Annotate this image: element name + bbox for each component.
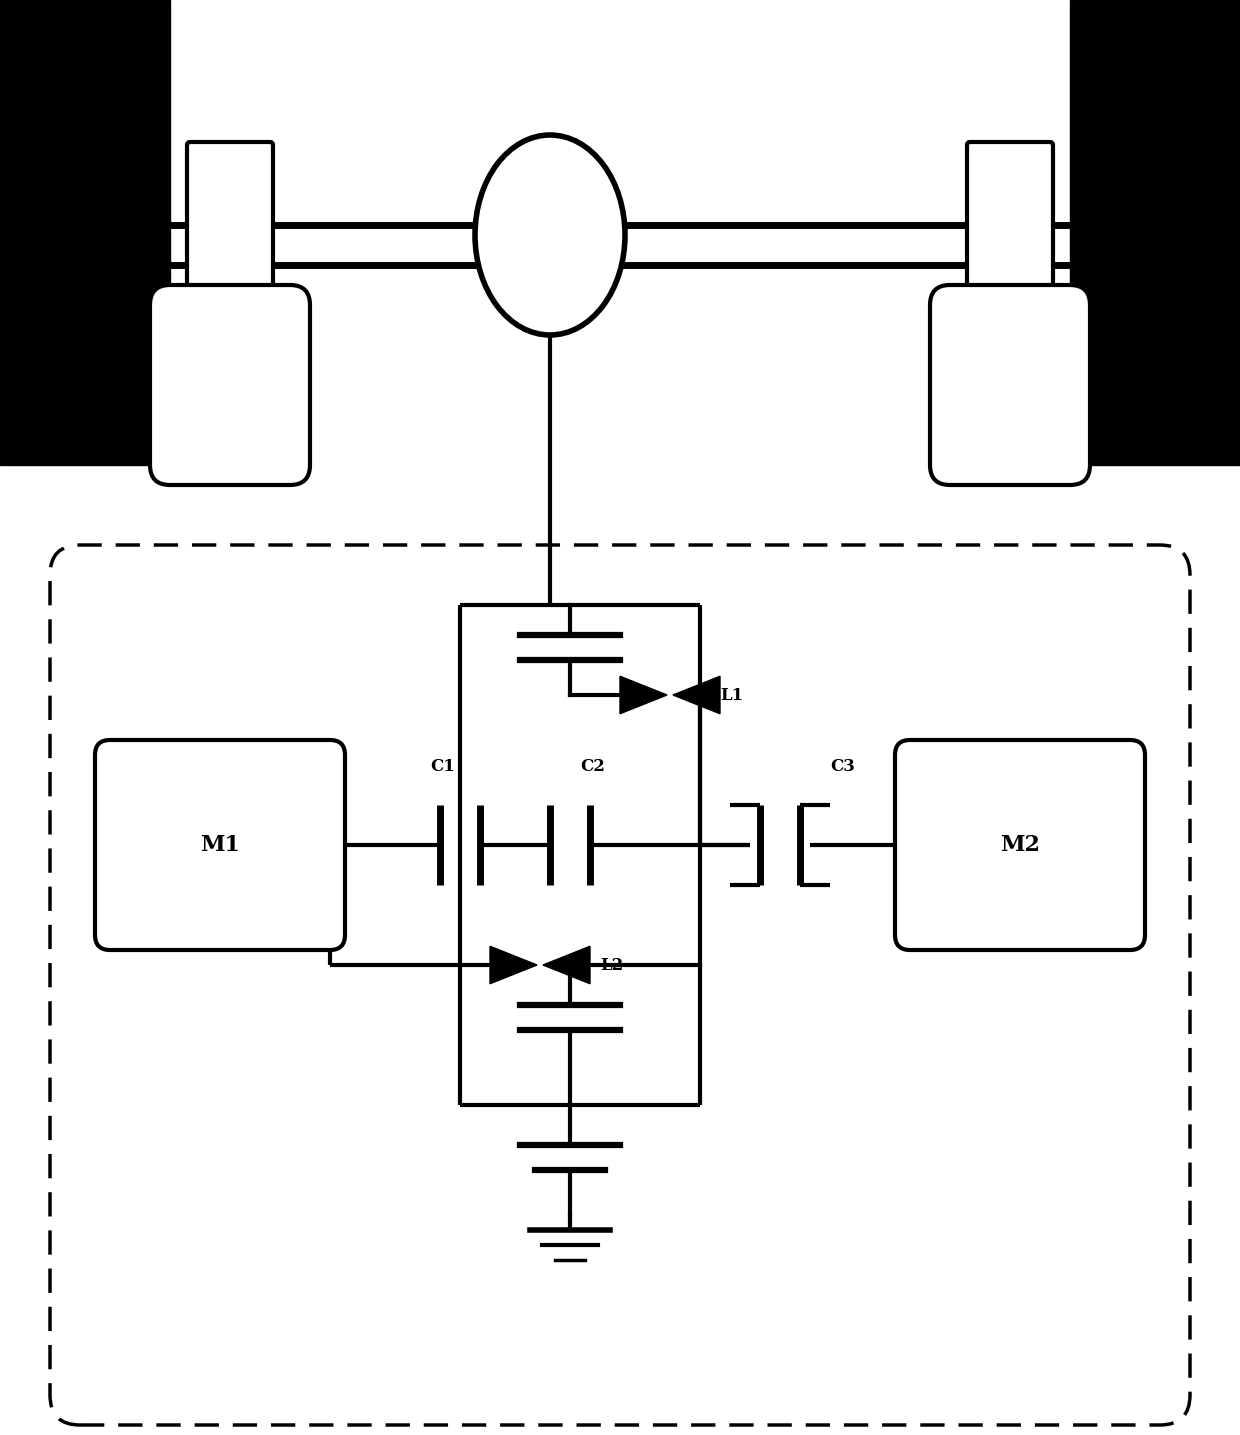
Text: C2: C2 [580,758,605,775]
FancyBboxPatch shape [95,740,345,950]
Text: M2: M2 [999,834,1040,857]
Text: L2: L2 [600,957,624,973]
Ellipse shape [475,135,625,334]
Polygon shape [490,946,537,984]
Polygon shape [0,0,170,465]
Text: C1: C1 [430,758,455,775]
FancyBboxPatch shape [50,545,1190,1425]
FancyBboxPatch shape [150,286,310,485]
Text: L1: L1 [720,686,743,703]
FancyBboxPatch shape [930,286,1090,485]
Polygon shape [673,676,720,713]
FancyBboxPatch shape [187,142,273,319]
Text: C3: C3 [830,758,854,775]
Text: M1: M1 [200,834,241,857]
Polygon shape [620,676,667,713]
Polygon shape [543,946,590,984]
Polygon shape [1070,0,1240,465]
FancyBboxPatch shape [895,740,1145,950]
FancyBboxPatch shape [967,142,1053,319]
